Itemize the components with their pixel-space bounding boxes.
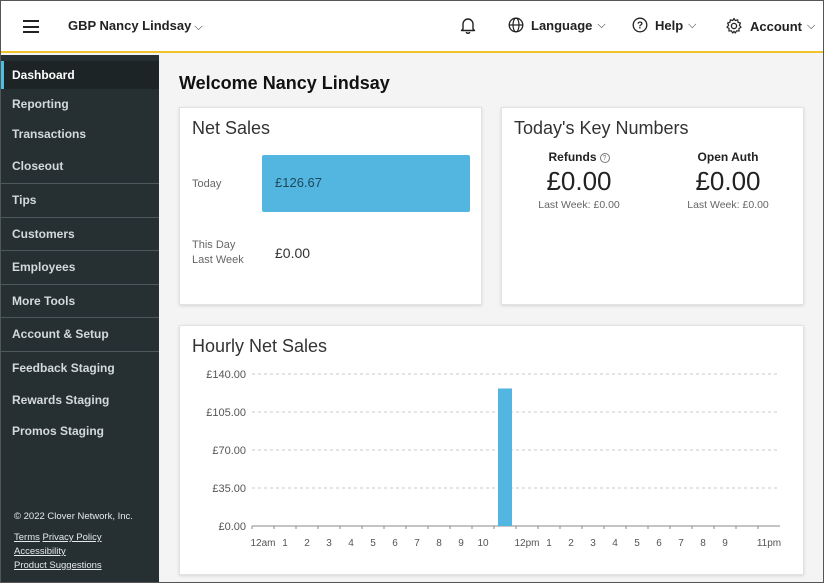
sidebar-item-transactions[interactable]: Transactions [12, 127, 87, 141]
y-tick-label: £70.00 [212, 445, 246, 457]
language-menu[interactable]: Language ⌵ [508, 17, 606, 33]
sidebar-item-feedback-staging[interactable]: Feedback Staging [12, 361, 115, 375]
open-auth-last-week: Last Week: £0.00 [687, 199, 769, 211]
x-tick-label: 6 [656, 538, 662, 549]
net-sales-card: Net Sales Today £126.67 This Day Last We… [179, 107, 482, 305]
last-week-sales-value: £0.00 [275, 245, 311, 261]
privacy-policy-link[interactable]: Privacy Policy [42, 532, 102, 543]
y-tick-label: £105.00 [206, 407, 246, 419]
account-label: Account [750, 18, 802, 34]
open-auth-label: Open Auth [697, 150, 759, 164]
x-tick-label: 12pm [514, 538, 539, 549]
open-auth-block: Open Auth £0.00 Last Week: £0.00 [658, 150, 798, 211]
x-tick-label: 1 [282, 538, 288, 549]
sidebar-item-rewards-staging[interactable]: Rewards Staging [12, 393, 110, 407]
product-suggestions-link[interactable]: Product Suggestions [14, 560, 102, 571]
last-week-label: This Day Last Week [192, 238, 244, 268]
sidebar-item-promos-staging[interactable]: Promos Staging [12, 424, 105, 438]
accessibility-link[interactable]: Accessibility [14, 546, 66, 557]
x-tick-label: 5 [634, 538, 640, 549]
x-tick-label: 12am [250, 538, 275, 549]
copyright-text: © 2022 Clover Network, Inc. [14, 511, 133, 522]
sidebar-item-customers[interactable]: Customers [1, 218, 159, 251]
chevron-down-icon: ⌵ [597, 18, 606, 31]
x-tick-label: 3 [326, 538, 332, 549]
x-tick-label: 2 [304, 538, 310, 549]
net-sales-title: Net Sales [192, 118, 271, 138]
sidebar-item-employees[interactable]: Employees [1, 251, 159, 285]
x-tick-label: 3 [590, 538, 596, 549]
today-sales-value: £126.67 [275, 175, 322, 190]
svg-text:?: ? [637, 21, 643, 32]
hourly-chart: £140.00 £105.00 £70.00 £35.00 £0.00 12am 1 2 3 4 5… [206, 369, 781, 549]
help-icon: ? [632, 17, 648, 33]
terms-link[interactable]: Terms [14, 532, 40, 543]
today-label: Today [192, 178, 222, 190]
x-tick-label: 9 [458, 538, 464, 549]
x-tick-label: 11pm [757, 538, 781, 549]
last-week-label-line2: Last Week [192, 254, 244, 266]
sidebar-item-account-setup[interactable]: Account & Setup [1, 318, 159, 352]
x-tick-label: 8 [436, 538, 442, 549]
notifications-button[interactable] [460, 16, 483, 34]
top-bar: GBP Nancy Lindsay ⌵ Language ⌵ ? Help ⌵ Acc… [1, 1, 823, 53]
x-tick-label: 5 [370, 538, 376, 549]
today-sales-bar [262, 155, 470, 212]
merchant-selector[interactable]: GBP Nancy Lindsay ⌵ [68, 18, 203, 34]
sidebar-item-dashboard[interactable]: Dashboard [1, 61, 159, 89]
globe-icon [508, 17, 524, 33]
key-numbers-card: Today's Key Numbers Refunds? £0.00 Last … [501, 107, 804, 305]
page-title: Welcome Nancy Lindsay [179, 73, 390, 93]
sidebar-footer: © 2022 Clover Network, Inc. Terms Privac… [14, 510, 133, 573]
language-label: Language [531, 17, 593, 33]
x-tick-label: 7 [414, 538, 420, 549]
menu-icon[interactable] [23, 20, 39, 33]
chevron-down-icon: ⌵ [688, 18, 697, 31]
bell-icon [460, 18, 476, 34]
y-tick-label: £140.00 [206, 369, 246, 381]
refunds-value: £0.00 [546, 166, 612, 196]
account-menu[interactable]: Account ⌵ [725, 17, 815, 35]
hourly-net-sales-card: Hourly Net Sales £140.00 £105.00 £70.00 £35… [179, 325, 804, 575]
gear-icon [726, 17, 742, 34]
x-tick-label: 7 [678, 538, 684, 549]
merchant-name: GBP Nancy Lindsay [68, 18, 192, 33]
help-menu[interactable]: ? Help ⌵ [632, 17, 697, 33]
y-tick-label: £35.00 [212, 483, 246, 495]
chevron-down-icon: ⌵ [194, 21, 203, 33]
key-numbers-title: Today's Key Numbers [514, 118, 689, 138]
x-tick-label: 9 [722, 538, 728, 549]
hourly-title: Hourly Net Sales [192, 336, 328, 356]
sidebar-item-closeout[interactable]: Closeout [1, 150, 159, 184]
y-tick-label: £0.00 [218, 521, 246, 533]
chevron-down-icon: ⌵ [807, 19, 816, 32]
x-tick-label: 1 [546, 538, 552, 549]
x-tick-label: 6 [392, 538, 398, 549]
sidebar-item-tips[interactable]: Tips [1, 184, 159, 218]
x-tick-label: 8 [700, 538, 706, 549]
help-label: Help [655, 17, 684, 33]
sidebar-item-reporting[interactable]: Reporting [12, 97, 69, 111]
x-tick-label: 4 [348, 538, 354, 549]
x-tick-label: 10 [477, 538, 489, 549]
bar[interactable] [498, 388, 512, 526]
x-tick-label: 2 [568, 538, 574, 549]
sidebar: Dashboard Reporting Transactions Closeou… [1, 55, 159, 582]
open-auth-value: £0.00 [695, 166, 761, 196]
refunds-label: Refunds [548, 150, 597, 164]
sidebar-item-more-tools[interactable]: More Tools [1, 285, 159, 318]
refunds-last-week: Last Week: £0.00 [538, 199, 620, 211]
last-week-label-line1: This Day [192, 239, 236, 251]
info-icon[interactable]: ? [599, 153, 610, 163]
x-tick-label: 4 [612, 538, 618, 549]
refunds-block: Refunds? £0.00 Last Week: £0.00 [509, 150, 649, 211]
